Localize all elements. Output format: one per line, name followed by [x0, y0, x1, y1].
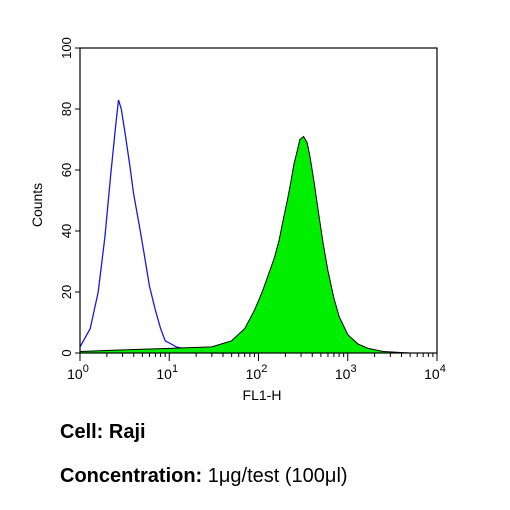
- x-tick-label: 103: [335, 363, 357, 382]
- y-axis-label: Counts: [29, 183, 45, 227]
- x-tick-label: 100: [67, 363, 89, 382]
- y-tick-label: 60: [59, 163, 74, 177]
- x-axis-label: FL1-H: [243, 387, 282, 403]
- concentration-caption: Concentration: 1μg/test (100μl): [60, 465, 348, 488]
- x-tick-label: 101: [156, 363, 178, 382]
- series-layer: [79, 99, 437, 354]
- y-tick-label: 0: [59, 349, 74, 356]
- x-tick-label: 104: [424, 363, 446, 382]
- series-0-outline-histogram: [79, 99, 259, 354]
- concentration-label: Concentration:: [60, 465, 203, 487]
- axis-layer: 0 20 40 60 80 100 100 101 102 103 104: [59, 37, 446, 382]
- y-tick-label: 40: [59, 224, 74, 238]
- series-1-filled-histogram: [79, 135, 437, 354]
- y-tick-label: 100: [59, 37, 74, 59]
- y-tick-label: 20: [59, 285, 74, 299]
- concentration-value: 1μg/test (100μl): [207, 465, 348, 487]
- x-tick-label: 102: [246, 363, 268, 382]
- histogram-chart: 0 20 40 60 80 100 100 101 102 103 104 Counts FL1-H: [29, 37, 446, 403]
- cell-caption: Cell: Raji: [60, 421, 146, 443]
- y-tick-label: 80: [59, 102, 74, 116]
